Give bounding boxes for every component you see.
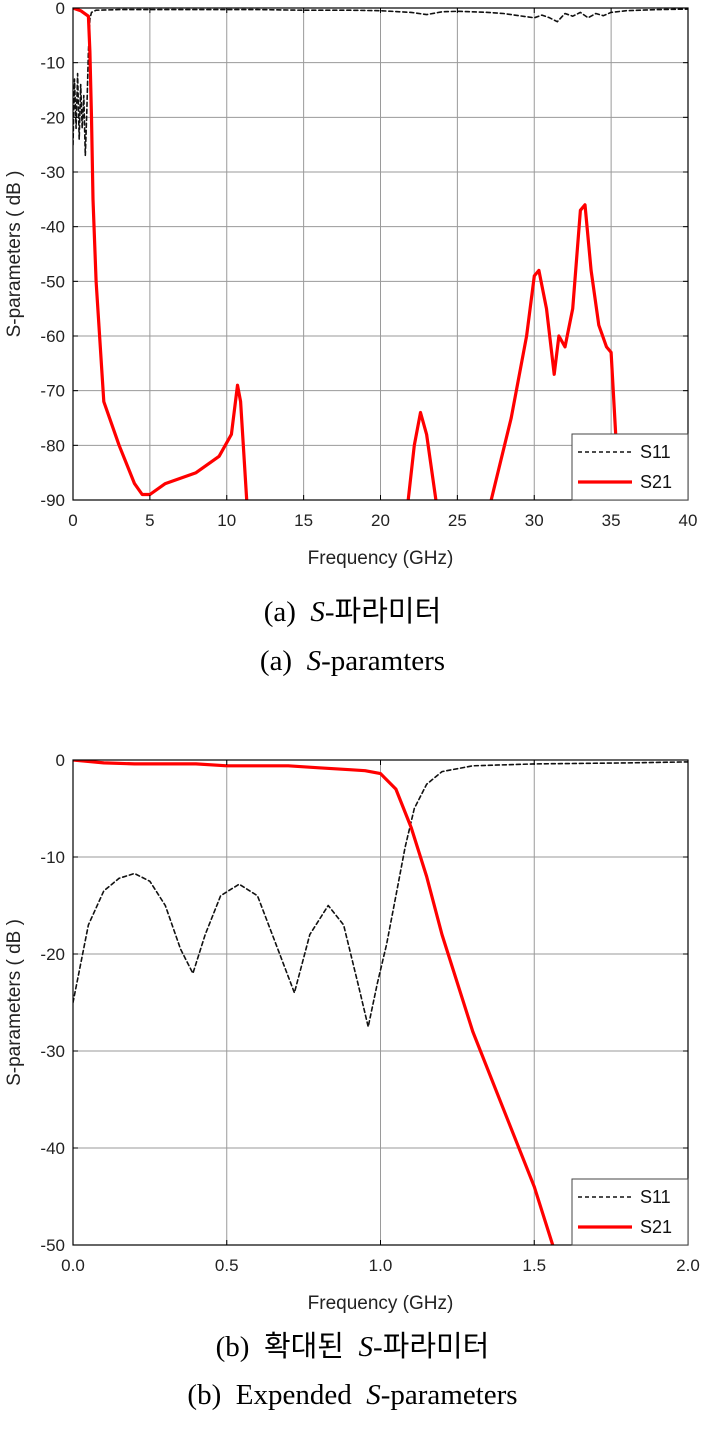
chart-a-legend-label-s21: S21 [640, 472, 672, 492]
caption-a-prefix-en: (a) [259, 645, 293, 677]
caption-a-prefix: (a) [263, 596, 296, 628]
chart-b-x-axis-label: Frequency (GHz) [308, 1293, 454, 1314]
chart-a-xtick-label-3: 15 [294, 511, 313, 530]
chart-a-ytick-label-9: -90 [40, 491, 65, 510]
chart-a-xtick-label-1: 5 [145, 511, 154, 530]
chart-b-xtick-label-1: 0.5 [215, 1256, 239, 1275]
caption-a-s-italic: S [310, 596, 325, 628]
chart-a-y-axis-label: S-parameters ( dB ) [4, 171, 25, 338]
caption-a-english-text: -paramters [321, 645, 446, 677]
caption-a-english: (a) S-paramters [0, 643, 705, 679]
caption-b-s-italic: S [358, 1331, 373, 1363]
chart-a-series-s21-line-1 [406, 410, 438, 500]
chart-a-plot-area [73, 8, 688, 500]
chart-a-ytick-label-7: -70 [40, 382, 65, 401]
chart-b-ytick-label-3: -30 [40, 1042, 65, 1061]
chart-b-xtick-label-0: 0.0 [61, 1256, 85, 1275]
chart-a-xtick-label-0: 0 [68, 511, 77, 530]
chart-b: 0.0 0.5 1.0 1.5 2.0 0 -10 -20 -30 -40 -50 Frequency… [4, 751, 700, 1314]
chart-a-ytick-label-6: -60 [40, 327, 65, 346]
chart-a-ytick-label-4: -40 [40, 218, 65, 237]
caption-b-s-italic-en: S [366, 1379, 381, 1411]
chart-b-plot-area [73, 760, 688, 1245]
chart-a-series-s21-line-2 [489, 203, 618, 500]
chart-b-ytick-label-2: -20 [40, 945, 65, 964]
chart-a-ytick-label-1: -10 [40, 54, 65, 73]
chart-b-y-axis-label: S-parameters ( dB ) [4, 919, 25, 1086]
chart-a-series-s11-line-0 [73, 8, 688, 157]
chart-a-xtick-label-5: 25 [448, 511, 467, 530]
caption-a-korean: (a) S-파라미터 [0, 594, 705, 630]
chart-b-series-s21-line-0 [73, 760, 555, 1245]
caption-b-prefix-en: (b) [187, 1379, 222, 1411]
caption-b-prefix: (b) [215, 1331, 250, 1363]
chart-b-legend-label-s11: S11 [640, 1187, 671, 1207]
chart-a-legend-box [571, 433, 689, 501]
chart-a-ytick-label-2: -20 [40, 108, 65, 127]
chart-b-series-s11-line-0 [73, 761, 688, 1028]
chart-b-ytick-label-0: 0 [56, 751, 65, 770]
chart-a-xtick-label-7: 35 [602, 511, 621, 530]
caption-b-korean-text: -파라미터 [372, 1331, 490, 1363]
chart-a-ytick-label-8: -80 [40, 436, 65, 455]
chart-a-ytick-label-3: -30 [40, 163, 65, 182]
chart-a-ytick-label-5: -50 [40, 272, 65, 291]
chart-b-ytick-label-5: -50 [40, 1236, 65, 1255]
chart-a-series-s21-line-0 [73, 8, 249, 500]
caption-b-korean-pre: 확대된 [263, 1331, 344, 1363]
chart-a-legend-label-s11: S11 [640, 442, 671, 462]
chart-b-legend-box [571, 1178, 689, 1246]
caption-a-s-italic-en: S [306, 645, 322, 677]
chart-b-xtick-label-3: 1.5 [522, 1256, 546, 1275]
chart-a-xtick-label-8: 40 [679, 511, 698, 530]
chart-b-legend-label-s21: S21 [640, 1217, 672, 1237]
chart-a-xtick-label-2: 10 [217, 511, 236, 530]
chart-a-xtick-label-6: 30 [525, 511, 544, 530]
caption-a-korean-text: -파라미터 [324, 596, 442, 628]
chart-a: 0 5 10 15 20 25 30 35 40 0 -10 -20 -30 -40 -50 -60 -70 -8… [4, 0, 698, 569]
caption-b-english: (b) Expended S-parameters [0, 1377, 705, 1413]
chart-a-x-axis-label: Frequency (GHz) [308, 548, 454, 569]
chart-b-ytick-label-4: -40 [40, 1139, 65, 1158]
caption-b-english-text: -parameters [380, 1379, 518, 1411]
chart-b-ytick-label-1: -10 [40, 848, 65, 867]
chart-b-xtick-label-4: 2.0 [676, 1256, 700, 1275]
chart-b-xtick-label-2: 1.0 [369, 1256, 393, 1275]
chart-a-xtick-label-4: 20 [371, 511, 390, 530]
caption-b-english-pre: Expended [235, 1379, 352, 1411]
chart-a-ytick-label-0: 0 [56, 0, 65, 18]
caption-b-korean: (b) 확대된 S-파라미터 [0, 1329, 705, 1365]
